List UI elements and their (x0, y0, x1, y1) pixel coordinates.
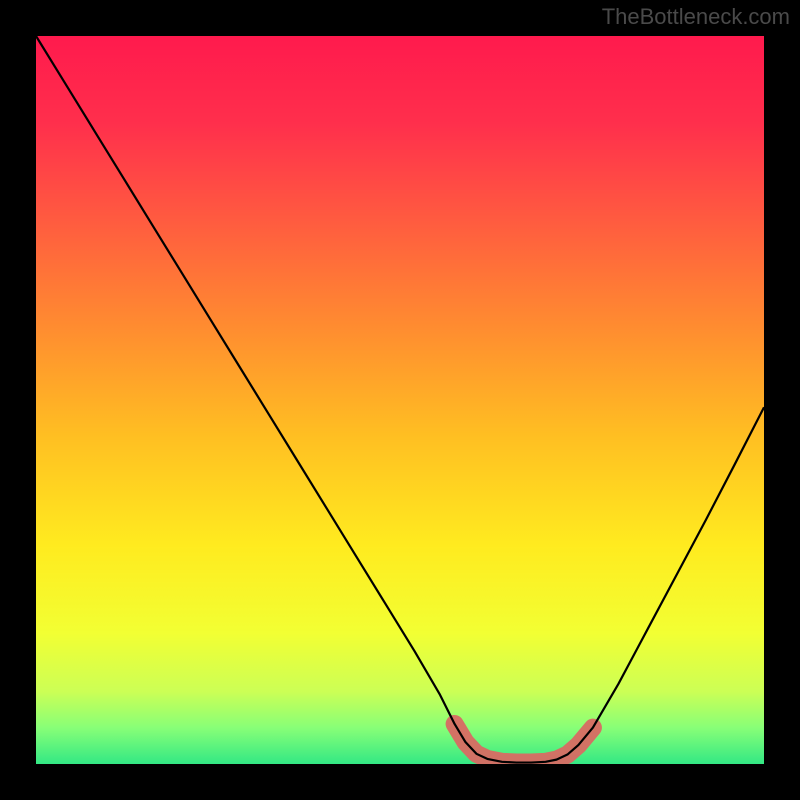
watermark-text: TheBottleneck.com (602, 4, 790, 30)
bottleneck-chart: TheBottleneck.com (0, 0, 800, 800)
gradient-background (36, 36, 764, 764)
chart-canvas (0, 0, 800, 800)
